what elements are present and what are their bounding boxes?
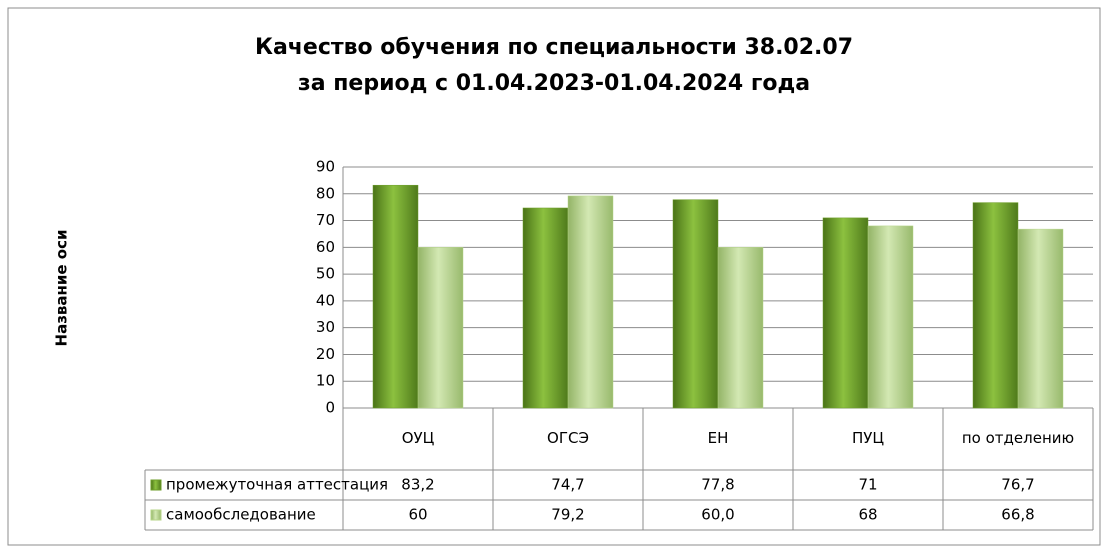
y-tick-label: 70 <box>316 211 335 229</box>
x-tick-label: ОУЦ <box>401 429 435 448</box>
y-tick-label: 40 <box>316 291 335 309</box>
value-label: 76,7 <box>1001 476 1034 494</box>
bar <box>372 184 419 409</box>
x-tick-label: ЕН <box>707 429 729 448</box>
y-tick-label: 60 <box>316 238 335 256</box>
bar <box>672 199 719 409</box>
y-axis-label: Название оси <box>53 230 71 347</box>
value-label: 60,0 <box>701 506 734 524</box>
y-tick-label: 30 <box>316 318 335 336</box>
chart-title: за период с 01.04.2023-01.04.2024 года <box>298 71 810 96</box>
legend-label: промежуточная аттестация <box>166 476 388 494</box>
value-label: 74,7 <box>551 476 584 494</box>
x-tick-label: по отделению <box>961 429 1075 448</box>
x-tick-cell: ПУЦ <box>851 429 885 448</box>
value-label: 79,2 <box>551 506 584 524</box>
value-label: 68 <box>858 506 877 524</box>
x-tick-cell: по отделению <box>961 429 1075 448</box>
value-label: 77,8 <box>701 476 734 494</box>
x-tick-label: ОГСЭ <box>547 429 589 448</box>
bar <box>522 207 569 409</box>
bar <box>567 195 614 409</box>
value-label: 71 <box>858 476 877 494</box>
x-tick-cell: ОУЦ <box>401 429 435 448</box>
x-tick-cell: ОГСЭ <box>547 429 589 448</box>
y-tick-label: 50 <box>316 265 335 283</box>
legend-swatch <box>150 479 162 491</box>
bar <box>972 202 1019 409</box>
value-label: 66,8 <box>1001 506 1034 524</box>
bar <box>417 247 464 409</box>
legend-label: самообследование <box>166 506 316 524</box>
x-tick-cell: ЕН <box>707 429 729 448</box>
y-tick-label: 10 <box>316 372 335 390</box>
bar <box>717 247 764 409</box>
value-label: 83,2 <box>401 476 434 494</box>
bar <box>1017 228 1064 409</box>
bar <box>822 217 869 409</box>
legend-swatch <box>150 509 162 521</box>
chart-title: Качество обучения по специальности 38.02… <box>255 35 853 60</box>
y-tick-label: 0 <box>325 399 335 417</box>
x-tick-label: ПУЦ <box>851 429 885 448</box>
y-tick-label: 80 <box>316 184 335 202</box>
y-tick-label: 90 <box>316 158 335 176</box>
value-label: 60 <box>408 506 427 524</box>
bar <box>867 225 914 409</box>
y-tick-label: 20 <box>316 345 335 363</box>
